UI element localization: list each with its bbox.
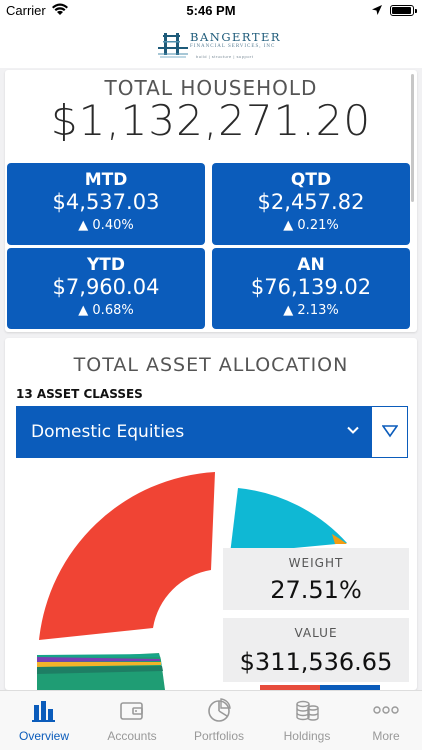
dropdown-toggle-button[interactable] [371,407,407,457]
brand-logo: BANGERTER FINANCIAL SERVICES, INC build … [158,27,282,63]
allocation-card: TOTAL ASSET ALLOCATION 13 ASSET CLASSES … [5,338,417,690]
tile-change: ▲ 2.13% [283,303,339,318]
tab-label: Holdings [283,729,331,743]
tile-change: ▲ 0.21% [283,218,339,233]
pie-segment-purple[interactable] [37,657,160,662]
value-box: VALUE $311,536.65 [223,618,409,682]
household-card: TOTAL HOUSEHOLD $1,132,271.20 MTD $4,537… [5,70,417,332]
more-icon [373,706,399,714]
coins-icon [296,700,319,721]
pie-segment-blue[interactable] [320,685,380,690]
pie-segment-multicolor[interactable] [260,685,320,690]
tile-label: QTD [290,170,332,190]
tab-bar: Overview Accounts Portfolios Holdings [0,690,422,750]
carrier-label: Carrier [6,3,46,18]
tile-value: $4,537.03 [52,190,160,214]
tile-label: YTD [86,255,126,275]
bridge-logo-icon [158,33,188,58]
tab-label: Accounts [107,729,157,743]
tab-label: Overview [18,729,69,743]
tab-accounts[interactable]: Accounts [90,691,174,750]
tab-holdings[interactable]: Holdings [265,691,349,750]
weight-value: 27.51% [270,576,362,604]
tile-label: AN [297,255,325,275]
chevron-down-icon[interactable] [347,424,359,436]
tile-value: $2,457.82 [257,190,365,214]
location-arrow-icon [372,5,382,15]
pie-segment-orange[interactable] [332,534,347,544]
wifi-icon [52,3,68,15]
pie-segment-teal[interactable] [37,654,160,658]
pie-segment-cyan[interactable] [230,488,347,554]
tile-ytd[interactable]: YTD $7,960.04 ▲ 0.68% [7,248,205,329]
status-bar: Carrier 5:46 PM [0,0,422,22]
app-header: BANGERTER FINANCIAL SERVICES, INC build … [0,22,422,68]
tile-change: ▲ 0.68% [78,303,134,318]
allocation-title: TOTAL ASSET ALLOCATION [73,354,349,376]
tile-mtd[interactable]: MTD $4,537.03 ▲ 0.40% [7,163,205,245]
weight-label: WEIGHT [288,556,344,570]
brand-name: BANGERTER [190,30,282,44]
tab-label: More [372,729,400,743]
tile-qtd[interactable]: QTD $2,457.82 ▲ 0.21% [212,163,410,245]
tile-value: $76,139.02 [250,275,372,299]
household-title: TOTAL HOUSEHOLD [104,76,318,100]
triangle-down-icon [382,425,398,438]
wallet-icon [120,702,143,720]
bar-chart-icon [32,701,55,722]
battery-icon [390,5,417,16]
value-label: VALUE [294,626,338,640]
pie-segment-magenta[interactable] [37,666,163,674]
scrollbar[interactable] [411,74,414,202]
pie-segment-red[interactable] [39,472,215,640]
brand-tagline: build | structure | support [196,54,254,59]
tab-portfolios[interactable]: Portfolios [177,691,261,750]
asset-class-select[interactable]: Domestic Equities [16,406,408,458]
tile-an[interactable]: AN $76,139.02 ▲ 2.13% [212,248,410,329]
value-amount: $311,536.65 [239,648,393,676]
clock: 5:46 PM [186,3,236,18]
tab-more[interactable]: More [344,691,422,750]
pie-segment-yellow[interactable] [37,662,161,667]
household-total: $1,132,271.20 [50,96,372,145]
brand-subtitle: FINANCIAL SERVICES, INC [190,44,276,49]
asset-class-selected: Domestic Equities [31,422,185,442]
tile-change: ▲ 0.40% [78,218,134,233]
pie-chart-icon [208,698,231,722]
asset-classes-label: 13 ASSET CLASSES [16,387,143,401]
tile-value: $7,960.04 [52,275,160,299]
tab-label: Portfolios [193,729,245,743]
tile-label: MTD [84,170,128,190]
weight-box: WEIGHT 27.51% [223,548,409,610]
tab-overview[interactable]: Overview [2,691,86,750]
